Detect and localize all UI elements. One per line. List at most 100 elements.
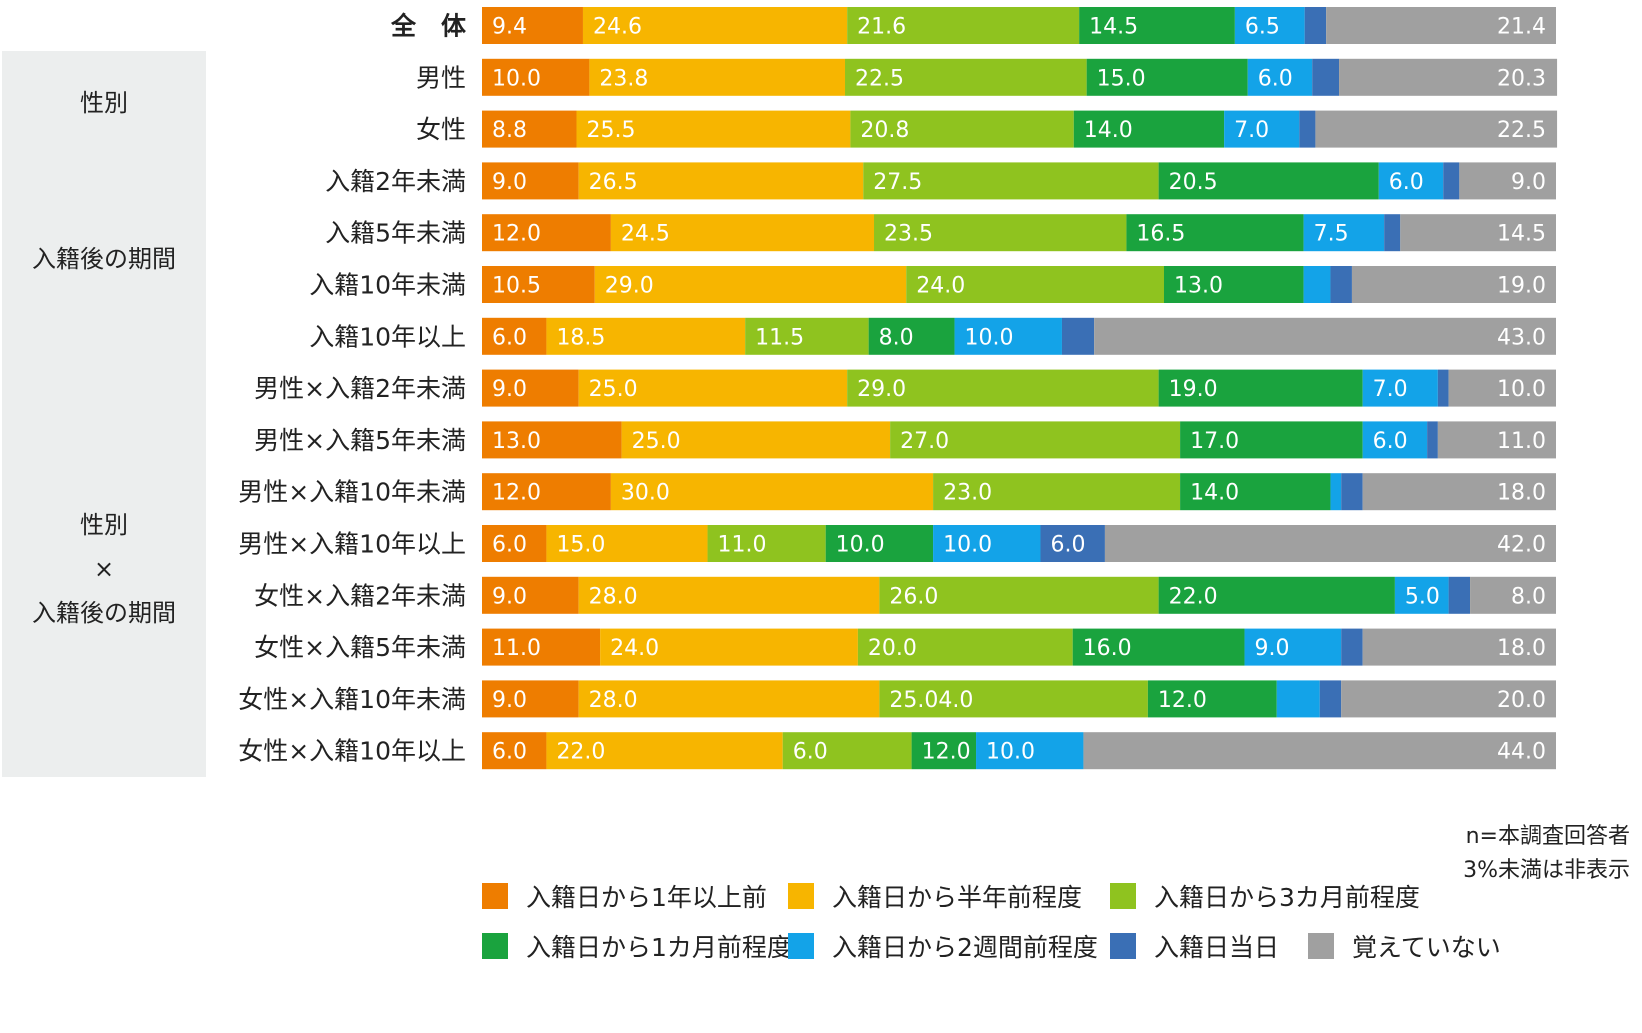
bar-segment [482, 628, 601, 666]
legend-item: 入籍日当日 [1110, 928, 1279, 964]
bar-segment [621, 421, 891, 459]
data-label: 6.0 [492, 740, 527, 765]
data-label: 19.0 [1169, 377, 1218, 402]
legend-swatch [1110, 933, 1136, 959]
bar-segment [954, 317, 1062, 355]
bar-segment [1079, 7, 1235, 44]
legend-label: 入籍日から1カ月前程度 [526, 933, 792, 962]
bar-segment [1341, 628, 1363, 666]
data-label: 24.6 [593, 15, 642, 40]
category-label: 男性×入籍10年未満 [238, 478, 466, 507]
legend-swatch [1110, 883, 1136, 909]
data-label: 14.0 [1190, 481, 1239, 506]
data-label: 15.0 [1097, 66, 1146, 91]
data-label: 22.5 [855, 66, 904, 91]
bar-segment [482, 732, 547, 770]
bar-segment [610, 473, 934, 511]
bar-segment [589, 58, 846, 96]
bar-segment [879, 576, 1159, 614]
bar-segment [578, 162, 864, 200]
data-label: 6.0 [1258, 66, 1293, 91]
data-label: 8.8 [492, 118, 527, 143]
bar-segment [1448, 576, 1471, 614]
data-label: 14.5 [1497, 222, 1546, 247]
chart-notes: n=本調査回答者 3%未満は非表示 [1463, 820, 1630, 888]
data-label: 25.0 [589, 377, 638, 402]
bar-segment [879, 680, 1148, 718]
bar-segment [825, 525, 934, 562]
bar-segment [1330, 473, 1342, 511]
bar-segment [1315, 110, 1558, 148]
data-label: 26.5 [589, 170, 638, 195]
data-label: 22.0 [556, 740, 605, 765]
legend-item: 入籍日から1年以上前 [482, 878, 767, 914]
data-label: 24.5 [621, 222, 670, 247]
data-label: 6.0 [1050, 533, 1085, 558]
bar-segment [1330, 266, 1352, 303]
category-label: 女性×入籍2年未満 [254, 581, 466, 610]
bar-segment [582, 7, 848, 44]
bar-segment [782, 732, 912, 770]
bar-segment [1341, 473, 1363, 511]
legend-label: 入籍日から3カ月前程度 [1154, 883, 1420, 912]
bar-segment [482, 58, 590, 96]
data-label: 18.5 [556, 325, 605, 350]
bar-segment [1234, 7, 1305, 44]
category-label: 男性×入籍2年未満 [254, 374, 466, 403]
bar-segment [847, 369, 1159, 407]
data-label: 26.0 [889, 584, 938, 609]
data-label: 22.0 [1169, 584, 1218, 609]
bar-segment [610, 214, 875, 252]
data-label: 7.5 [1314, 222, 1349, 247]
category-label: 女性 [416, 115, 466, 144]
row-group-label: 性別 [2, 50, 206, 156]
data-label: 43.0 [1497, 325, 1546, 350]
bar-segment [578, 576, 880, 614]
legend-item: 入籍日から1カ月前程度 [482, 928, 792, 964]
category-label: 女性×入籍10年以上 [238, 737, 466, 766]
data-label: 5.0 [1405, 584, 1440, 609]
bar-segment [976, 732, 1084, 770]
bar-segment [482, 421, 622, 459]
data-label: 10.0 [836, 533, 885, 558]
legend-swatch [482, 933, 508, 959]
bar-segment [1437, 369, 1449, 407]
bar-segment [1339, 58, 1558, 96]
data-label: 7.0 [1234, 118, 1269, 143]
data-label: 12.0 [1158, 688, 1207, 713]
data-label: 30.0 [621, 481, 670, 506]
bar-segment [1400, 214, 1556, 252]
data-label: 23.8 [599, 66, 648, 91]
data-label: 6.5 [1245, 15, 1280, 40]
data-label: 27.0 [900, 429, 949, 454]
data-label: 23.0 [943, 481, 992, 506]
data-label: 20.0 [868, 636, 917, 661]
bar-segment [1437, 421, 1556, 459]
bar-segment [1083, 732, 1556, 770]
data-label: 27.5 [873, 170, 922, 195]
data-label: 7.0 [1373, 377, 1408, 402]
bar-segment [482, 7, 583, 44]
threshold-note: 3%未満は非表示 [1463, 858, 1630, 883]
bar-segment [1247, 58, 1313, 96]
data-label: 8.0 [1511, 584, 1546, 609]
bar-segment [863, 162, 1159, 200]
data-label: 10.0 [986, 740, 1035, 765]
data-label: 25.5 [587, 118, 636, 143]
bar-segment [1094, 317, 1556, 355]
data-label: 16.5 [1136, 222, 1185, 247]
data-label: 18.0 [1497, 636, 1546, 661]
bar-segment [482, 525, 547, 562]
data-label: 42.0 [1497, 533, 1546, 558]
data-label: 6.0 [1389, 170, 1424, 195]
bar-segment [745, 317, 869, 355]
data-label: 20.5 [1169, 170, 1218, 195]
data-label: 44.0 [1497, 740, 1546, 765]
data-label: 11.0 [1497, 429, 1546, 454]
data-label: 8.0 [879, 325, 914, 350]
category-label: 入籍10年未満 [309, 271, 466, 300]
bar-segment [1362, 628, 1556, 666]
bar-segment [1073, 110, 1225, 148]
data-label: 29.0 [605, 274, 654, 299]
data-label: 13.0 [1174, 274, 1223, 299]
